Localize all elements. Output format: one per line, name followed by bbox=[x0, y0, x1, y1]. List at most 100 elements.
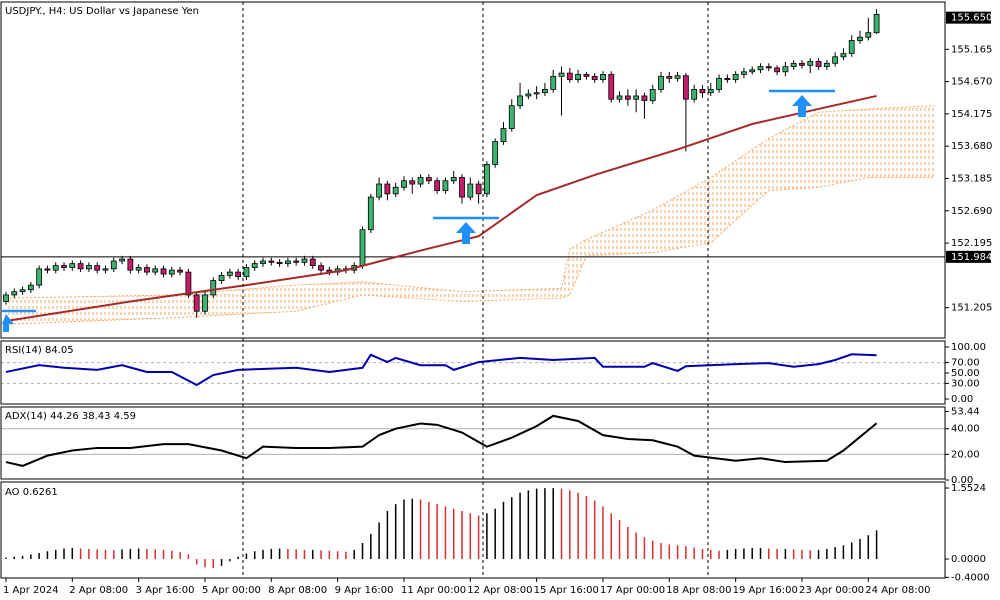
moving-average bbox=[5, 94, 877, 323]
cloud-span-b bbox=[5, 177, 935, 325]
candle-body bbox=[44, 268, 51, 271]
candle-body bbox=[857, 36, 863, 41]
candle-body bbox=[376, 183, 382, 198]
candle-body bbox=[152, 268, 159, 273]
candle-body bbox=[276, 261, 283, 265]
x-tick-label: 2 Apr 08:00 bbox=[69, 585, 128, 596]
candle-body bbox=[633, 95, 640, 100]
candle-body bbox=[284, 260, 291, 265]
x-tick-label: 19 Apr 16:00 bbox=[733, 585, 798, 596]
candle-body bbox=[69, 263, 76, 268]
rsi-title: RSI(14) 84.05 bbox=[5, 345, 74, 356]
candle-body bbox=[475, 183, 482, 195]
candle-body bbox=[757, 66, 764, 71]
candle-body bbox=[624, 95, 631, 100]
candle-body bbox=[235, 271, 242, 278]
candle-body bbox=[674, 75, 681, 79]
x-tick-label: 11 Apr 00:00 bbox=[401, 585, 466, 596]
candle-body bbox=[525, 93, 532, 97]
chart-title: USDJPY., H4: US Dollar vs Japanese Yen bbox=[5, 6, 199, 17]
candle-body bbox=[127, 258, 134, 271]
candle-body bbox=[36, 268, 43, 286]
candle-body bbox=[160, 268, 167, 275]
last-price-box bbox=[946, 11, 991, 24]
candle-body bbox=[110, 260, 117, 270]
candle-body bbox=[102, 268, 109, 271]
candle-body bbox=[202, 294, 208, 312]
y-tick-label: 1.5524 bbox=[951, 483, 986, 494]
candle-body bbox=[61, 265, 67, 268]
candle-body bbox=[193, 294, 200, 312]
candle-body bbox=[442, 180, 449, 191]
y-tick-label: 152.690 bbox=[951, 206, 992, 217]
candle-body bbox=[77, 263, 84, 270]
candle-body bbox=[649, 89, 656, 101]
candle-body bbox=[52, 265, 59, 271]
candle-body bbox=[566, 72, 573, 81]
candle-body bbox=[591, 75, 598, 81]
y-tick-label: 151.205 bbox=[951, 303, 992, 314]
x-tick-label: 23 Apr 00:00 bbox=[799, 585, 864, 596]
y-tick-label: -0.4000 bbox=[951, 572, 990, 583]
candle-body bbox=[658, 75, 664, 90]
candle-body bbox=[119, 258, 125, 262]
candle-body bbox=[508, 105, 515, 129]
candle-body bbox=[94, 265, 101, 271]
candle-body bbox=[251, 263, 258, 268]
y-tick-label: 70.00 bbox=[951, 358, 980, 369]
candle-body bbox=[425, 177, 432, 182]
adx-title: ADX(14) 44.26 38.43 4.59 bbox=[5, 411, 136, 422]
price-line-box bbox=[946, 250, 991, 263]
ichimoku-cloud bbox=[5, 105, 935, 325]
candle-body bbox=[832, 56, 839, 64]
candle-body bbox=[732, 74, 739, 81]
candle-body bbox=[616, 95, 623, 100]
candle-body bbox=[19, 289, 26, 293]
x-tick-label: 17 Apr 00:00 bbox=[600, 585, 665, 596]
candle-body bbox=[467, 183, 474, 198]
candle-body bbox=[168, 269, 175, 275]
y-tick-label: 152.195 bbox=[951, 238, 992, 249]
last-price-label: 155.650 bbox=[951, 13, 992, 24]
candle-body bbox=[483, 164, 490, 195]
x-tick-label: 12 Apr 08:00 bbox=[467, 585, 532, 596]
candle-body bbox=[608, 74, 615, 100]
candle-body bbox=[144, 267, 150, 273]
candle-body bbox=[177, 269, 183, 273]
candle-body bbox=[765, 66, 772, 69]
candle-body bbox=[815, 60, 822, 67]
candle-body bbox=[823, 62, 830, 67]
candle-body bbox=[873, 13, 880, 34]
candle-body bbox=[707, 89, 714, 94]
candle-body bbox=[542, 89, 548, 94]
y-tick-label: 153.680 bbox=[951, 141, 992, 152]
y-tick-label: 20.00 bbox=[951, 449, 980, 460]
ao-panel bbox=[0, 481, 946, 579]
y-tick-label: 0.00 bbox=[951, 475, 973, 486]
candle-body bbox=[848, 40, 855, 54]
candle-body bbox=[799, 62, 805, 66]
candle-body bbox=[226, 271, 233, 276]
x-tick-label: 18 Apr 08:00 bbox=[666, 585, 731, 596]
candle-body bbox=[318, 265, 324, 271]
candle-body bbox=[11, 291, 18, 296]
candle-body bbox=[782, 66, 789, 73]
indicator-line bbox=[5, 353, 877, 387]
candle-body bbox=[417, 177, 424, 185]
candle-body bbox=[218, 274, 225, 281]
candle-body bbox=[682, 75, 689, 100]
y-tick-label: 155.165 bbox=[951, 44, 992, 55]
candle-body bbox=[359, 229, 366, 266]
y-tick-label: 50.00 bbox=[951, 368, 980, 379]
candle-body bbox=[724, 77, 731, 81]
candle-body bbox=[392, 186, 399, 195]
candle-body bbox=[500, 128, 507, 143]
candle-body bbox=[550, 75, 557, 90]
candle-body bbox=[558, 72, 565, 77]
candle-body bbox=[583, 74, 590, 77]
y-tick-label: 154.175 bbox=[951, 109, 992, 120]
candle-body bbox=[185, 271, 192, 296]
x-tick-label: 3 Apr 16:00 bbox=[136, 585, 195, 596]
y-tick-label: 30.00 bbox=[951, 378, 980, 389]
x-tick-label: 5 Apr 00:00 bbox=[202, 585, 261, 596]
